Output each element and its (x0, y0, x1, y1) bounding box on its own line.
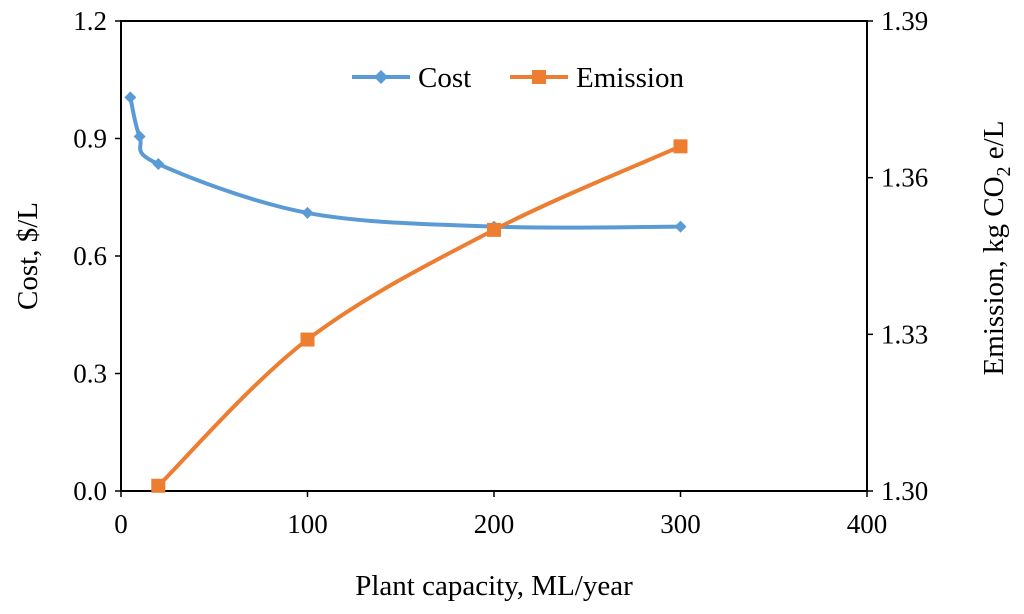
y-tick-label: 0.9 (73, 124, 107, 154)
legend-cost-marker (374, 70, 388, 84)
legend: Cost Emission (352, 62, 684, 94)
cost-point (301, 206, 314, 219)
y2-tick-label: 1.33 (881, 319, 928, 349)
x-tick-label: 200 (474, 509, 515, 539)
y2-axis-title-suffix: e/L (978, 121, 1010, 167)
legend-cost-label: Cost (418, 62, 471, 94)
emission-point (673, 139, 688, 154)
emission-point (151, 478, 166, 493)
y-tick-label: 1.2 (73, 6, 107, 36)
y2-axis-title-prefix: Emission, kg CO (978, 176, 1010, 375)
y-axis-title: Cost, $/L (12, 202, 44, 310)
x-tick-label: 300 (660, 509, 701, 539)
legend-emission-label: Emission (576, 62, 684, 94)
cost-point (133, 130, 146, 143)
y2-axis-title: Emission, kg CO2 e/L (978, 121, 1015, 376)
emission-point (300, 332, 315, 347)
emission-point (487, 222, 501, 237)
cost-point (152, 157, 165, 170)
x-tick-label: 400 (847, 509, 888, 539)
y-tick-label: 0.0 (73, 476, 107, 506)
cost-point (674, 220, 687, 233)
cost-point (124, 91, 137, 104)
series-layer (124, 91, 688, 493)
y2-tick-label: 1.36 (881, 163, 928, 193)
y-tick-label: 0.3 (73, 359, 107, 389)
legend-emission-marker (532, 70, 546, 84)
x-tick-label: 0 (114, 509, 128, 539)
x-tick-label: 100 (287, 509, 328, 539)
x-axis-title: Plant capacity, ML/year (355, 570, 633, 602)
y-tick-label: 0.6 (73, 241, 107, 271)
y2-tick-label: 1.30 (881, 476, 928, 506)
y2-tick-label: 1.39 (881, 6, 928, 36)
emission-series-line (156, 144, 682, 488)
y2-axis-title-subscript: 2 (993, 166, 1015, 176)
plot-area (120, 20, 868, 492)
tick-layer: 0 100 200 300 400 0.0 0.3 0.6 0.9 1.2 1.30 1.33 1.36… (73, 6, 928, 539)
